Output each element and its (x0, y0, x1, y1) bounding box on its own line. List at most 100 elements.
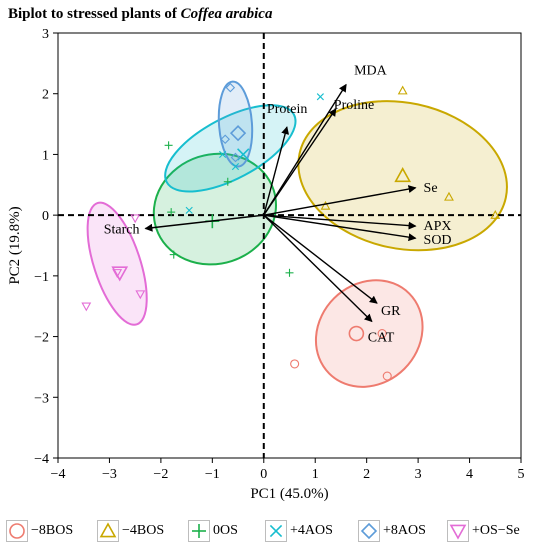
x-tick-label-5: 1 (312, 467, 319, 482)
centroid-4 (229, 125, 247, 142)
point-0-1 (377, 328, 387, 339)
point-5-1 (81, 302, 92, 312)
confidence-ellipse-4 (217, 80, 254, 168)
y-tick-label-5: 1 (42, 148, 49, 163)
legend-item-3: +4AOS (265, 518, 333, 544)
point-4-2 (230, 152, 241, 163)
confidence-ellipse-1 (297, 100, 508, 252)
x-tick-label-7: 3 (415, 467, 422, 482)
point-5-2 (135, 290, 146, 300)
legend-marker-0 (9, 523, 25, 539)
legend-marker-5 (449, 524, 467, 540)
legend-symbol-3 (269, 524, 283, 538)
confidence-ellipse-2 (152, 152, 277, 266)
point-0-0 (290, 359, 300, 369)
legend-label-4: +8AOS (383, 523, 426, 538)
legend-key-1 (97, 520, 119, 542)
point-3-3 (316, 93, 324, 101)
y-tick-label-0: −4 (34, 452, 49, 467)
loading-arrow-4 (263, 214, 417, 230)
loading-arrow-2 (263, 126, 290, 216)
legend: −8BOS −4BOS 0OS +4AOS +8AOS +OS−Se (0, 518, 538, 544)
x-axis-label: PC1 (45.0%) (250, 486, 328, 502)
loading-arrow-7 (263, 214, 373, 323)
loading-arrow-0 (263, 83, 347, 216)
loading-label-7: CAT (368, 330, 395, 345)
chart-title-species: Coffea arabica (180, 6, 273, 22)
legend-label-5: +OS−Se (472, 523, 520, 538)
legend-item-1: −4BOS (97, 518, 164, 544)
x-tick-label-9: 5 (518, 467, 525, 482)
point-3-0 (185, 206, 193, 214)
y-tick-label-1: −3 (34, 391, 49, 406)
x-tick-label-8: 4 (466, 467, 473, 482)
x-tick-label-6: 2 (363, 467, 370, 482)
legend-symbol-1 (99, 522, 117, 538)
centroid-5 (111, 266, 129, 282)
point-1-2 (444, 191, 454, 201)
plot-border (57, 32, 522, 459)
point-1-0 (320, 200, 331, 210)
legend-key-5 (447, 520, 469, 542)
point-5-0 (130, 214, 141, 224)
y-tick-label-4: 0 (42, 209, 49, 224)
loading-label-2: Protein (267, 102, 307, 117)
loading-label-0: MDA (354, 64, 388, 79)
x-tick-label-0: −4 (51, 467, 66, 482)
legend-item-5: +OS−Se (447, 518, 520, 544)
loading-label-3: Se (424, 181, 438, 196)
loading-label-1: Proline (334, 98, 374, 113)
legend-marker-3 (269, 524, 283, 538)
y-tick-label-6: 2 (42, 88, 49, 103)
loading-label-4: APX (424, 219, 452, 234)
legend-symbol-4 (360, 522, 378, 540)
point-2-0 (164, 141, 173, 150)
chart-title: Biplot to stressed plants of Coffea arab… (8, 6, 272, 23)
loading-arrow-1 (263, 108, 337, 216)
loading-arrow-3 (263, 185, 417, 216)
legend-item-4: +8AOS (358, 518, 426, 544)
point-1-3 (490, 210, 501, 219)
x-tick-label-1: −3 (102, 467, 117, 482)
x-tick-label-3: −1 (205, 467, 220, 482)
point-2-3 (223, 177, 232, 186)
point-0-2 (382, 371, 392, 381)
confidence-ellipse-5 (86, 201, 148, 326)
point-1-1 (397, 85, 408, 95)
chart-title-text: Biplot to stressed plants of (8, 6, 181, 22)
legend-label-0: −8BOS (31, 523, 74, 538)
loading-label-6: GR (381, 304, 401, 319)
legend-symbol-0 (9, 523, 25, 539)
legend-key-4 (358, 520, 380, 542)
confidence-ellipse-0 (314, 279, 424, 388)
legend-marker-2 (192, 524, 206, 538)
legend-marker-1 (99, 522, 117, 538)
legend-symbol-2 (192, 524, 206, 538)
y-tick-label-3: −1 (34, 270, 49, 285)
loading-arrow-8 (144, 214, 264, 232)
point-4-1 (225, 82, 236, 93)
legend-label-2: 0OS (213, 523, 238, 538)
legend-label-3: +4AOS (290, 523, 333, 538)
point-2-1 (167, 208, 176, 217)
x-tick-label-2: −2 (153, 467, 168, 482)
loading-arrow-5 (263, 214, 417, 242)
legend-item-2: 0OS (188, 518, 238, 544)
y-tick-label-2: −2 (34, 331, 49, 346)
legend-item-0: −8BOS (6, 518, 73, 544)
point-2-4 (285, 268, 294, 277)
centroid-1 (394, 167, 412, 183)
loading-label-8: Starch (104, 223, 140, 238)
point-2-2 (169, 250, 178, 259)
point-3-2 (231, 162, 240, 171)
loading-label-5: SOD (424, 233, 452, 248)
legend-key-2 (188, 520, 210, 542)
legend-marker-4 (360, 522, 378, 540)
legend-key-3 (265, 520, 287, 542)
point-4-0 (220, 134, 230, 145)
legend-label-1: −4BOS (122, 523, 165, 538)
legend-symbol-5 (449, 524, 467, 540)
y-tick-label-7: 3 (42, 27, 49, 42)
